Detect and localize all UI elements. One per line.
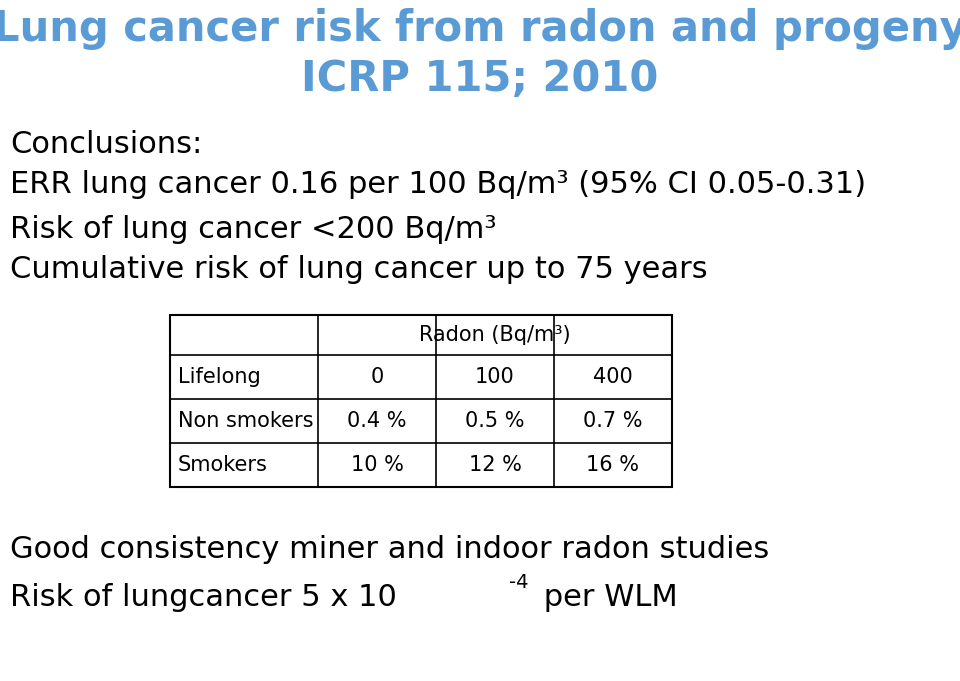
Text: ERR lung cancer 0.16 per 100 Bq/m³ (95% CI 0.05-0.31): ERR lung cancer 0.16 per 100 Bq/m³ (95% … <box>10 170 866 199</box>
Text: 0.7 %: 0.7 % <box>584 411 643 431</box>
Text: Non smokers: Non smokers <box>178 411 314 431</box>
Text: 16 %: 16 % <box>587 455 639 475</box>
Text: 0.5 %: 0.5 % <box>466 411 525 431</box>
Text: 0.4 %: 0.4 % <box>348 411 407 431</box>
Bar <box>170 315 672 487</box>
Text: Cumulative risk of lung cancer up to 75 years: Cumulative risk of lung cancer up to 75 … <box>10 255 708 284</box>
Text: 400: 400 <box>593 367 633 387</box>
Text: Risk of lung cancer <200 Bq/m³: Risk of lung cancer <200 Bq/m³ <box>10 215 496 244</box>
Text: per WLM: per WLM <box>535 583 678 612</box>
Text: Lifelong: Lifelong <box>178 367 261 387</box>
Text: 10 %: 10 % <box>350 455 403 475</box>
Text: -4: -4 <box>509 573 529 592</box>
Text: Good consistency miner and indoor radon studies: Good consistency miner and indoor radon … <box>10 535 769 564</box>
Text: Lung cancer risk from radon and progeny: Lung cancer risk from radon and progeny <box>0 8 960 50</box>
Text: Radon (Bq/m³): Radon (Bq/m³) <box>420 325 571 345</box>
Text: 100: 100 <box>475 367 515 387</box>
Text: ICRP 115; 2010: ICRP 115; 2010 <box>301 58 659 100</box>
Text: 0: 0 <box>371 367 384 387</box>
Text: 12 %: 12 % <box>468 455 521 475</box>
Text: Smokers: Smokers <box>178 455 268 475</box>
Text: Conclusions:: Conclusions: <box>10 130 203 159</box>
Text: Risk of lungcancer 5 x 10: Risk of lungcancer 5 x 10 <box>10 583 396 612</box>
